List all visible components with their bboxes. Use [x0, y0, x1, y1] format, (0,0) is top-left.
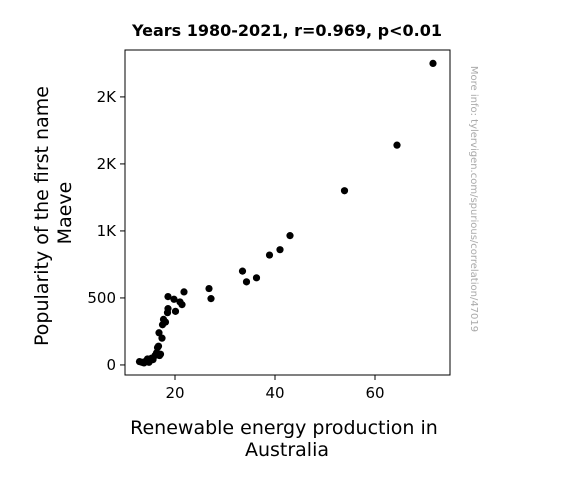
x-axis-label: Renewable energy production in Australia — [130, 417, 444, 461]
data-point — [178, 301, 186, 309]
data-point — [158, 334, 166, 342]
data-point — [155, 329, 163, 337]
data-point — [205, 284, 213, 293]
data-point — [154, 342, 163, 350]
x-tick-label: 60 — [365, 384, 384, 402]
data-point — [207, 295, 215, 303]
chart-title: Years 1980-2021, r=0.969, p<0.01 — [131, 21, 442, 40]
data-point — [180, 288, 188, 296]
data-point — [164, 292, 172, 301]
y-axis-label-line-2: Maeve — [54, 182, 76, 245]
y-tick-label: 1K — [97, 222, 118, 240]
data-point — [156, 350, 165, 358]
y-tick-label: 500 — [87, 289, 116, 307]
x-tick-label: 40 — [265, 384, 284, 402]
data-point — [252, 274, 261, 282]
y-tick-label: 0 — [106, 356, 116, 374]
data-point — [161, 318, 170, 326]
data-point — [286, 232, 294, 240]
data-points — [135, 59, 437, 367]
y-axis-label-line-1: Popularity of the first name — [31, 86, 53, 346]
x-axis-label-line-2: Australia — [245, 439, 329, 461]
data-point — [171, 307, 180, 315]
data-point — [340, 187, 349, 195]
data-point — [429, 59, 437, 68]
plot-area — [124, 49, 451, 376]
y-tick-label: 2K — [97, 155, 118, 173]
source-watermark: More info: tylervigen.com/spurious/corre… — [468, 66, 479, 332]
x-tick-label: 20 — [165, 384, 184, 402]
y-tick-label: 2K — [97, 88, 118, 106]
data-point — [265, 251, 274, 259]
data-point — [242, 278, 251, 286]
data-point — [164, 305, 172, 313]
data-point — [276, 246, 284, 254]
data-point — [238, 267, 247, 275]
x-axis-ticks: 20 40 60 — [165, 375, 385, 402]
y-axis-label: Popularity of the first name Maeve — [31, 80, 76, 346]
data-point — [393, 141, 401, 149]
x-axis-label-line-1: Renewable energy production in — [130, 417, 438, 439]
data-point — [170, 295, 178, 303]
y-axis-ticks: 0 500 1K 2K 2K — [87, 88, 125, 374]
